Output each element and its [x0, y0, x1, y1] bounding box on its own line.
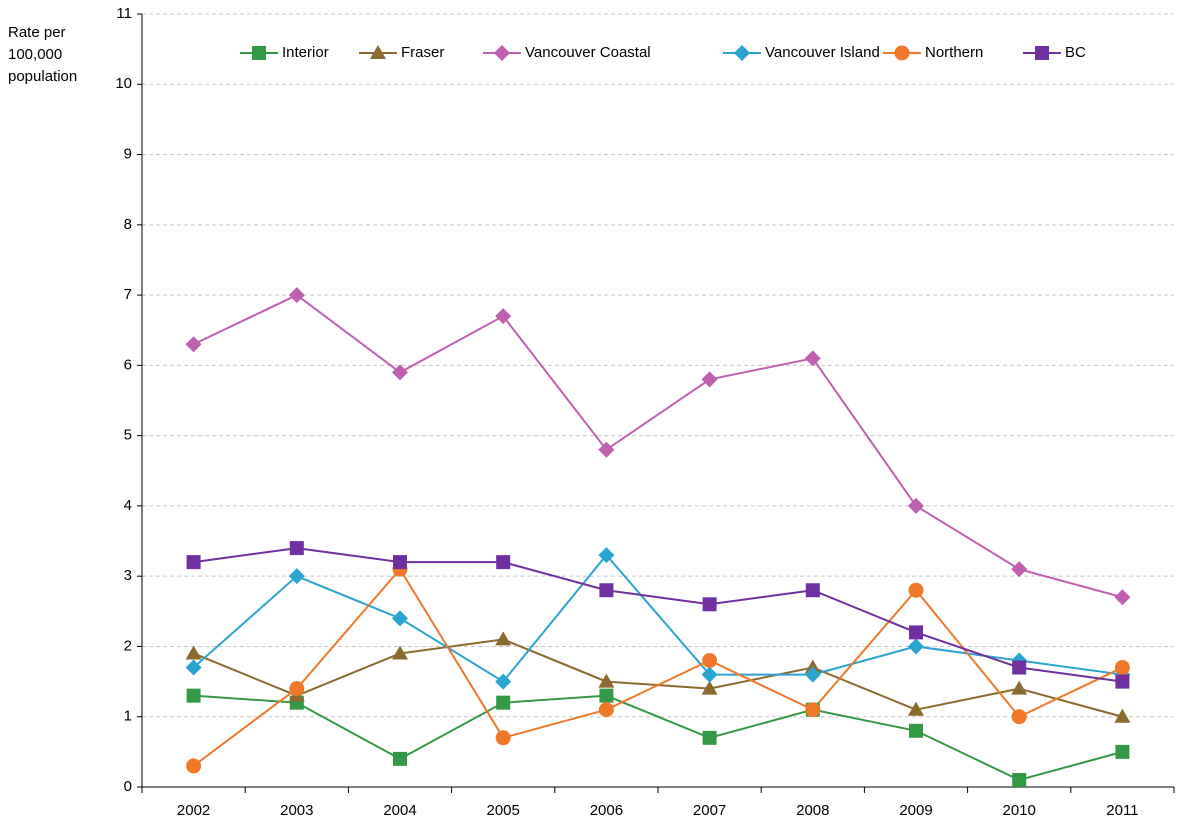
series-line: [193, 694, 1123, 782]
legend-label: Interior: [282, 44, 329, 61]
marker: [908, 701, 924, 716]
marker: [370, 45, 386, 59]
marker: [701, 680, 718, 695]
marker: [185, 659, 202, 676]
marker: [702, 597, 717, 612]
marker: [186, 688, 201, 703]
marker: [701, 666, 718, 683]
legend-label: Vancouver Coastal: [525, 44, 651, 61]
marker: [908, 638, 924, 655]
marker: [288, 287, 305, 304]
marker: [702, 730, 717, 745]
marker: [1115, 744, 1130, 759]
marker: [734, 45, 750, 61]
marker: [804, 350, 821, 367]
series-line: [193, 293, 1123, 599]
marker: [495, 673, 512, 690]
marker: [894, 45, 910, 61]
marker: [495, 308, 512, 325]
marker: [496, 695, 511, 710]
marker: [186, 758, 202, 774]
marker: [598, 673, 615, 688]
y-tick-label: 6: [124, 356, 132, 373]
x-tick-label: 2004: [383, 802, 416, 819]
y-tick-label: 3: [124, 567, 132, 584]
marker: [1115, 674, 1130, 689]
marker: [185, 336, 202, 353]
marker: [1011, 709, 1027, 725]
y-tick-label: 9: [124, 146, 132, 163]
series-line: [193, 638, 1123, 718]
series-line: [193, 547, 1123, 683]
marker: [392, 645, 408, 660]
legend-label: Fraser: [401, 44, 444, 61]
marker: [598, 441, 615, 458]
y-tick-label: 0: [124, 778, 132, 795]
marker: [908, 497, 924, 514]
y-tick-label: 4: [124, 497, 132, 514]
series-line: [192, 553, 1123, 683]
marker: [909, 723, 923, 738]
marker: [598, 547, 615, 564]
x-tick-label: 2008: [796, 802, 829, 819]
marker: [393, 751, 407, 766]
x-tick-label: 2010: [1003, 802, 1036, 819]
marker: [252, 46, 266, 60]
y-axis-label: population: [8, 68, 77, 85]
y-axis-label: 100,000: [8, 46, 62, 63]
x-tick-label: 2011: [1106, 802, 1138, 819]
legend-label: BC: [1065, 44, 1086, 61]
marker: [805, 583, 820, 598]
y-tick-label: 8: [124, 216, 132, 233]
marker: [288, 568, 305, 585]
marker: [185, 645, 202, 660]
marker: [909, 625, 923, 640]
x-tick-label: 2009: [899, 802, 932, 819]
series-line: [193, 567, 1123, 767]
marker: [494, 45, 510, 61]
marker: [1012, 772, 1027, 787]
y-tick-label: 1: [124, 708, 132, 725]
marker: [599, 688, 614, 703]
marker: [1114, 708, 1131, 723]
marker: [804, 659, 821, 674]
marker: [702, 653, 718, 669]
legend-label: Vancouver Island: [765, 44, 880, 61]
marker: [495, 730, 511, 746]
x-tick-label: 2005: [487, 802, 520, 819]
marker: [495, 631, 512, 646]
x-tick-label: 2003: [280, 802, 313, 819]
legend-label: Northern: [925, 44, 983, 61]
y-tick-label: 7: [124, 286, 132, 303]
marker: [598, 702, 614, 718]
marker: [392, 364, 408, 381]
x-tick-label: 2002: [177, 802, 210, 819]
y-tick-label: 11: [116, 5, 132, 22]
marker: [392, 610, 408, 627]
marker: [496, 555, 511, 570]
marker: [393, 555, 407, 570]
marker: [1011, 561, 1028, 578]
y-axis-label: Rate per: [8, 24, 66, 41]
marker: [1114, 589, 1131, 606]
x-tick-label: 2006: [590, 802, 623, 819]
marker: [805, 702, 821, 718]
marker: [701, 371, 718, 388]
marker: [1035, 46, 1049, 60]
marker: [1012, 660, 1027, 675]
y-tick-label: 2: [124, 637, 132, 654]
marker: [599, 583, 614, 598]
y-tick-label: 5: [124, 427, 132, 444]
marker: [289, 681, 305, 697]
marker: [804, 666, 821, 683]
marker: [186, 555, 201, 570]
marker: [1011, 680, 1028, 695]
y-tick-label: 10: [115, 75, 132, 92]
marker: [1114, 660, 1130, 676]
marker: [908, 582, 924, 598]
marker: [289, 541, 304, 556]
x-tick-label: 2007: [693, 802, 726, 819]
